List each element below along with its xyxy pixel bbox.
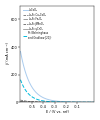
Pt (Behringhaus
and Grabkow [21]) <box>92 102 93 103</box>
La₂Sr₂γCrO₃ <box>48 102 50 103</box>
LaCoO₃ <box>55 100 56 102</box>
La₂Sr₂Cu₂CoO₃ <box>92 102 93 103</box>
Pt (Behringhaus
and Grabkow [21]) <box>60 101 61 103</box>
Pt (Behringhaus
and Grabkow [21]) <box>94 102 95 103</box>
Pt (Behringhaus
and Grabkow [21]) <box>81 102 82 103</box>
La₂Sr₂βMnO₃ <box>94 102 95 103</box>
La₂Sr₂γCrO₃ <box>20 101 21 103</box>
Line: Pt (Behringhaus
and Grabkow [21]): Pt (Behringhaus and Grabkow [21]) <box>20 80 94 102</box>
LaCoO₃ <box>94 102 95 103</box>
La₂Sr₂γCrO₃ <box>94 102 95 103</box>
La₂Sr₂Cu₂CoO₃ <box>60 102 61 103</box>
Pt (Behringhaus
and Grabkow [21]) <box>56 101 57 103</box>
Line: LaCoO₃: LaCoO₃ <box>20 51 94 102</box>
La₂Sr₂Cu₂CoO₃ <box>55 102 56 103</box>
Line: La₂Sr₂Fe₂O₃: La₂Sr₂Fe₂O₃ <box>20 101 94 102</box>
La₂Sr₂Fe₂O₃ <box>81 102 82 103</box>
X-axis label: E / (V vs. ref): E / (V vs. ref) <box>46 110 69 114</box>
LaCoO₃ <box>92 102 93 103</box>
Pt (Behringhaus
and Grabkow [21]) <box>20 79 21 80</box>
La₂Sr₂γCrO₃ <box>55 102 56 103</box>
LaCoO₃ <box>64 101 65 102</box>
La₂Sr₂Fe₂O₃ <box>56 102 58 103</box>
La₂Sr₂Fe₂O₃ <box>94 102 95 103</box>
LaCoO₃ <box>56 100 57 102</box>
Pt (Behringhaus
and Grabkow [21]) <box>55 101 56 103</box>
La₂Sr₂γCrO₃ <box>64 102 65 103</box>
La₂Sr₂βMnO₃ <box>81 102 82 103</box>
La₂Sr₂Fe₂O₃ <box>55 102 56 103</box>
Line: La₂Sr₂Cu₂CoO₃: La₂Sr₂Cu₂CoO₃ <box>20 100 94 102</box>
Pt (Behringhaus
and Grabkow [21]) <box>71 102 72 103</box>
La₂Sr₂Cu₂CoO₃ <box>64 102 65 103</box>
La₂Sr₂βMnO₃ <box>56 102 57 103</box>
La₂Sr₂Fe₂O₃ <box>20 101 21 102</box>
La₂Sr₂βMnO₃ <box>55 102 56 103</box>
La₂Sr₂Cu₂CoO₃ <box>20 99 21 101</box>
La₂Sr₂Cu₂CoO₃ <box>81 102 82 103</box>
LaCoO₃ <box>83 102 84 103</box>
La₂Sr₂γCrO₃ <box>92 102 93 103</box>
La₂Sr₂βMnO₃ <box>20 101 21 103</box>
LaCoO₃ <box>80 102 82 103</box>
La₂Sr₂Fe₂O₃ <box>56 102 57 103</box>
La₂Sr₂βMnO₃ <box>60 102 61 103</box>
La₂Sr₂βMnO₃ <box>52 102 53 103</box>
La₂Sr₂Fe₂O₃ <box>92 102 93 103</box>
La₂Sr₂Cu₂CoO₃ <box>60 102 61 103</box>
LaCoO₃ <box>20 51 21 52</box>
La₂Sr₂γCrO₃ <box>60 102 61 103</box>
La₂Sr₂βMnO₃ <box>64 102 65 103</box>
LaCoO₃ <box>60 101 61 102</box>
La₂Sr₂γCrO₃ <box>81 102 82 103</box>
La₂Sr₂Fe₂O₃ <box>60 102 61 103</box>
La₂Sr₂βMnO₃ <box>92 102 93 103</box>
La₂Sr₂Cu₂CoO₃ <box>56 102 57 103</box>
Legend: LaCoO₃, La₂Sr₂Cu₂CoO₃, La₂Sr₂Fe₂O₃, La₂Sr₂βMnO₃, La₂Sr₂γCrO₃, Pt (Behringhaus
an: LaCoO₃, La₂Sr₂Cu₂CoO₃, La₂Sr₂Fe₂O₃, La₂S… <box>22 8 52 40</box>
Pt (Behringhaus
and Grabkow [21]) <box>64 101 65 103</box>
La₂Sr₂Cu₂CoO₃ <box>94 102 95 103</box>
Y-axis label: j / (mA cm⁻²): j / (mA cm⁻²) <box>6 42 10 65</box>
La₂Sr₂γCrO₃ <box>56 102 57 103</box>
La₂Sr₂Fe₂O₃ <box>64 102 65 103</box>
